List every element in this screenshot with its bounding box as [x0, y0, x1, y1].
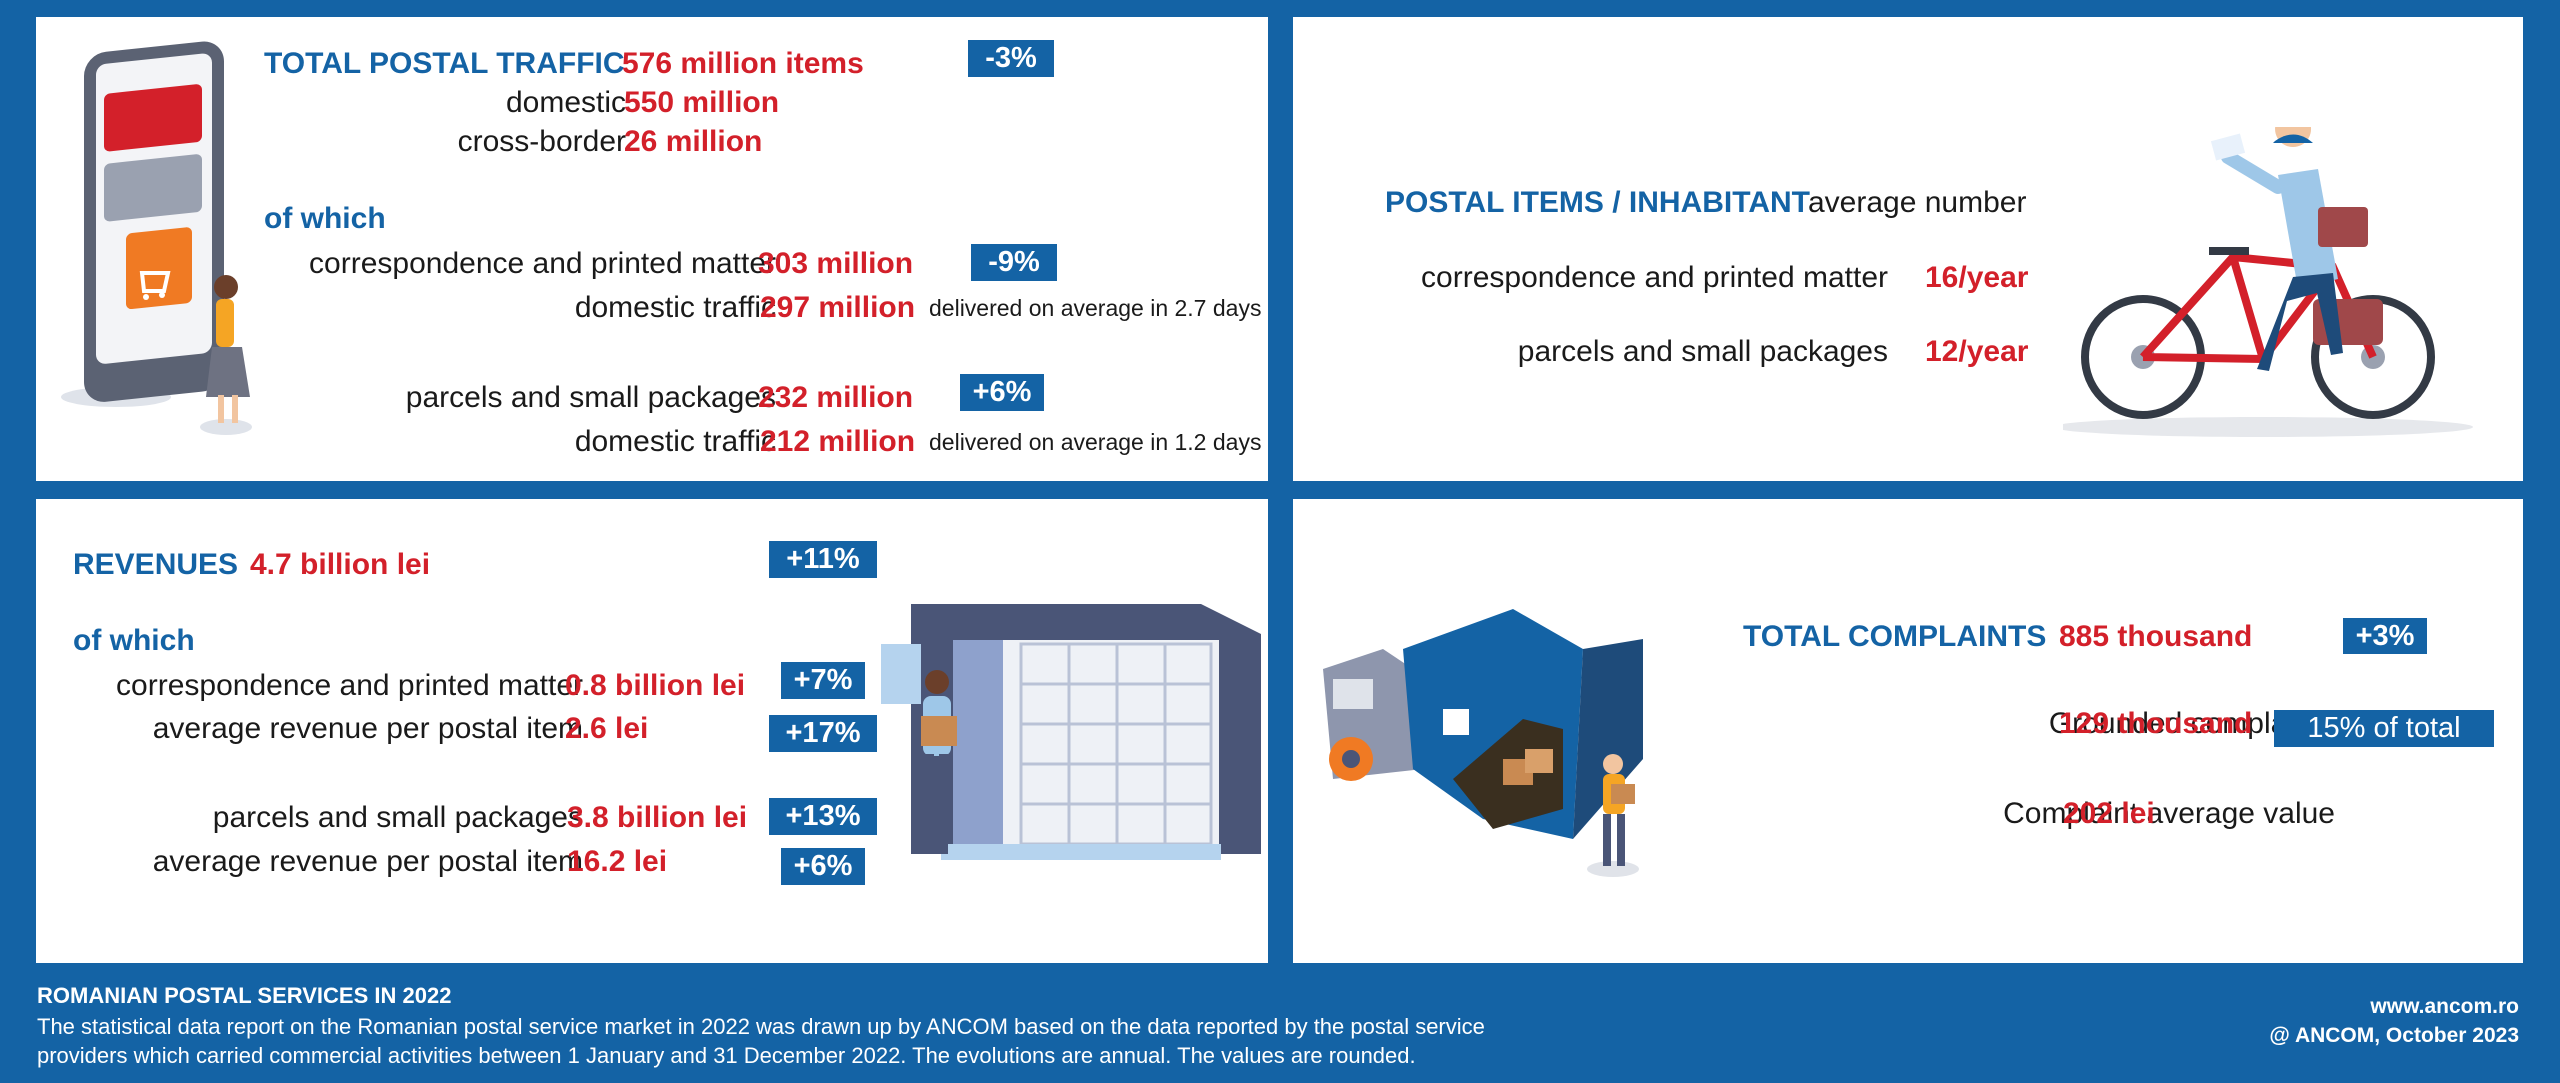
revenues-parcels-change-badge: +13%: [769, 798, 877, 835]
footer-copyright: @ ANCOM, October 2023: [2269, 1024, 2519, 1047]
complaint-average-label: Complaint average value: [2003, 797, 2335, 830]
traffic-corr-change-badge: -9%: [971, 244, 1057, 281]
revenues-parcels-label: parcels and small packages: [212, 801, 583, 834]
traffic-parcels-delivery-note: delivered on average in 1.2 days: [929, 429, 1262, 455]
delivery-truck-illustration: [1323, 609, 1643, 877]
cyclist-courier-illustration: [2063, 127, 2473, 437]
revenues-title: REVENUES: [73, 548, 239, 581]
per-inhabitant-parcels-value: 12/year: [1925, 335, 2029, 368]
footer-line-1: The statistical data report on the Roman…: [37, 1014, 1485, 1039]
footer-website-link[interactable]: www.ancom.ro: [2370, 995, 2519, 1018]
revenues-parcels-value: 3.8 billion lei: [567, 801, 748, 834]
traffic-corr-label: correspondence and printed matter: [309, 247, 776, 280]
revenues-parcels-avg-label: average revenue per postal item: [152, 845, 583, 878]
traffic-total: 576 million items: [622, 47, 864, 80]
cross-border-label: cross-border: [457, 125, 626, 158]
traffic-corr-delivery-note: delivered on average in 2.7 days: [929, 295, 1262, 321]
revenues-corr-value: 0.8 billion lei: [565, 669, 746, 702]
traffic-corr-value: 303 million: [758, 247, 914, 280]
phone-shopping-illustration: [61, 41, 252, 435]
traffic-parcels-domestic-label: domestic traffic: [574, 425, 776, 458]
complaint-average-value: 202 lei: [2063, 797, 2155, 830]
per-inhabitant-title: POSTAL ITEMS / INHABITANT: [1385, 186, 1810, 219]
footer-line-2: providers which carried commercial activ…: [37, 1043, 1416, 1068]
complaints-panel: TOTAL COMPLAINTS 885 thousand +3% Ground…: [1293, 499, 2523, 963]
revenues-corr-label: correspondence and printed matter: [116, 669, 583, 702]
domestic-value: 550 million: [624, 86, 780, 119]
per-inhabitant-panel: POSTAL ITEMS / INHABITANT average number…: [1293, 17, 2523, 481]
per-inhabitant-corr-label: correspondence and printed matter: [1421, 261, 1888, 294]
complaints-total: 885 thousand: [2059, 620, 2253, 653]
traffic-parcels-value: 232 million: [758, 381, 914, 414]
traffic-corr-domestic-label: domestic traffic: [574, 291, 776, 324]
parcel-locker-illustration: [881, 604, 1261, 860]
complaints-change-badge: +3%: [2343, 618, 2427, 654]
complaints-title: TOTAL COMPLAINTS: [1743, 620, 2047, 653]
cross-border-value: 26 million: [624, 125, 763, 158]
per-inhabitant-corr-value: 16/year: [1925, 261, 2029, 294]
grounded-complaints-value: 129 thousand: [2059, 707, 2253, 740]
revenues-panel: REVENUES 4.7 billion lei +11% of which c…: [36, 499, 1268, 963]
traffic-panel: TOTAL POSTAL TRAFFIC 576 million items -…: [36, 17, 1268, 481]
traffic-change-badge: -3%: [968, 40, 1054, 77]
revenues-total: 4.7 billion lei: [250, 548, 431, 581]
revenues-parcels-avg-value: 16.2 lei: [567, 845, 668, 878]
revenues-corr-change-badge: +7%: [781, 662, 865, 699]
domestic-label: domestic: [505, 86, 626, 119]
revenues-corr-avg-value: 2.6 lei: [565, 712, 649, 745]
per-inhabitant-parcels-label: parcels and small packages: [1517, 335, 1888, 368]
traffic-of-which: of which: [264, 202, 386, 235]
per-inhabitant-subtitle: average number: [1808, 186, 2027, 219]
revenues-change-badge: +11%: [769, 541, 877, 578]
revenues-parcels-avg-change-badge: +6%: [781, 848, 865, 885]
traffic-parcels-label: parcels and small packages: [405, 381, 776, 414]
revenues-of-which: of which: [73, 624, 195, 657]
footer-title: ROMANIAN POSTAL SERVICES IN 2022: [37, 983, 452, 1008]
traffic-title: TOTAL POSTAL TRAFFIC: [264, 47, 625, 80]
traffic-parcels-change-badge: +6%: [960, 374, 1044, 411]
revenues-corr-avg-label: average revenue per postal item: [152, 712, 583, 745]
revenues-corr-avg-change-badge: +17%: [769, 715, 877, 752]
traffic-corr-domestic-value: 297 million: [760, 291, 916, 324]
grounded-share-badge: 15% of total: [2274, 710, 2494, 747]
traffic-parcels-domestic-value: 212 million: [760, 425, 916, 458]
